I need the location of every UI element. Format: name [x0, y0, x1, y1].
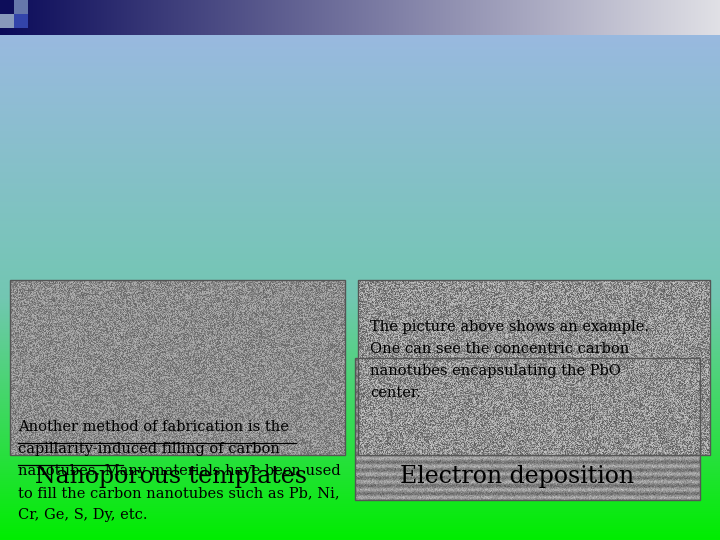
Text: Nanoporous templates: Nanoporous templates	[35, 465, 307, 488]
Bar	[0, 0, 14, 14]
Bar	[358, 280, 710, 455]
Text: capillarity-induced filling of carbon: capillarity-induced filling of carbon	[18, 442, 280, 456]
Text: Electron deposition: Electron deposition	[400, 465, 634, 488]
Bar	[0, 14, 14, 28]
Text: Another method of fabrication is the: Another method of fabrication is the	[18, 420, 289, 434]
Bar	[14, 14, 28, 28]
Bar	[355, 358, 700, 500]
Text: nanotubes. Many materials have been used: nanotubes. Many materials have been used	[18, 464, 341, 478]
Text: center.: center.	[370, 386, 421, 400]
Text: nanotubes encapsulating the PbO: nanotubes encapsulating the PbO	[370, 364, 621, 378]
Text: to fill the carbon nanotubes such as Pb, Ni,: to fill the carbon nanotubes such as Pb,…	[18, 486, 340, 500]
Bar	[14, 0, 28, 14]
Text: The picture above shows an example.: The picture above shows an example.	[370, 320, 649, 334]
Text: One can see the concentric carbon: One can see the concentric carbon	[370, 342, 629, 356]
Text: Cr, Ge, S, Dy, etc.: Cr, Ge, S, Dy, etc.	[18, 508, 148, 522]
Bar	[10, 280, 345, 455]
